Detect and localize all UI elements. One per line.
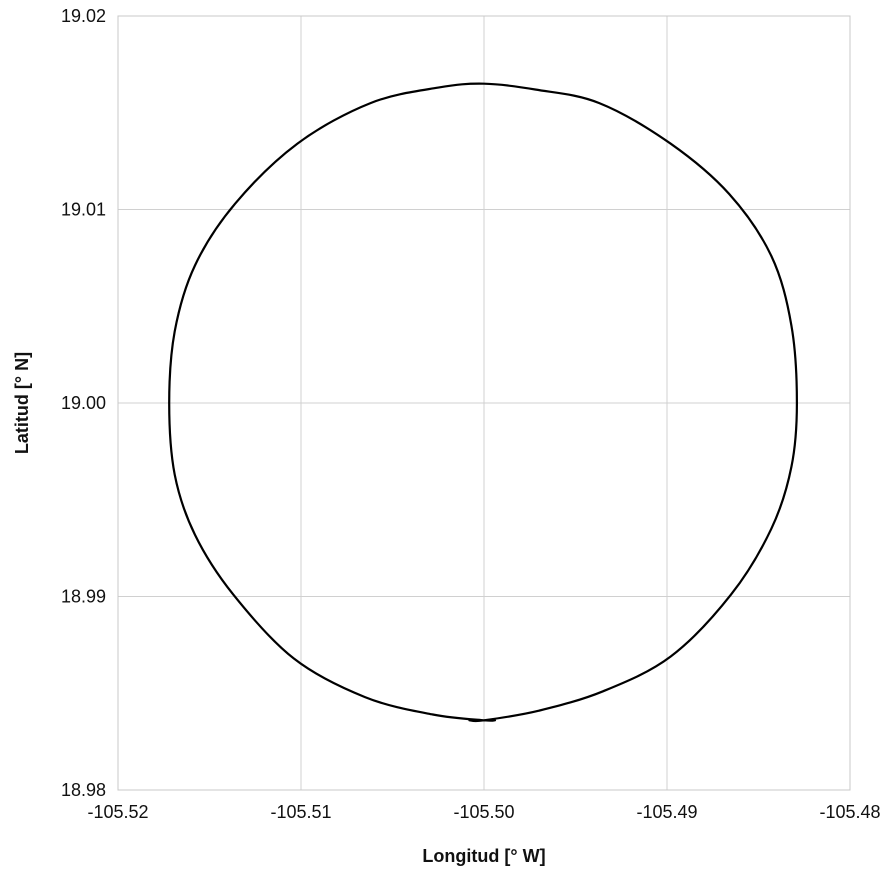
y-axis-title: Latitud [° N] (12, 352, 32, 454)
y-tick-labels: 18.98 18.99 19.00 19.01 19.02 (61, 6, 106, 800)
x-tick-label: -105.50 (453, 802, 514, 822)
trajectory-line (168, 82, 798, 723)
y-tick-label: 19.02 (61, 6, 106, 26)
x-axis-title: Longitud [° W] (422, 846, 545, 866)
x-tick-labels: -105.52 -105.51 -105.50 -105.49 -105.48 (87, 802, 880, 822)
grid (117, 15, 851, 791)
y-tick-label: 18.99 (61, 587, 106, 607)
plot-area-frame (117, 15, 851, 791)
x-tick-label: -105.48 (819, 802, 880, 822)
y-tick-label: 19.01 (61, 200, 106, 220)
y-tick-label: 18.98 (61, 780, 106, 800)
x-tick-label: -105.49 (636, 802, 697, 822)
y-tick-label: 19.00 (61, 393, 106, 413)
x-tick-label: -105.51 (270, 802, 331, 822)
x-tick-label: -105.52 (87, 802, 148, 822)
